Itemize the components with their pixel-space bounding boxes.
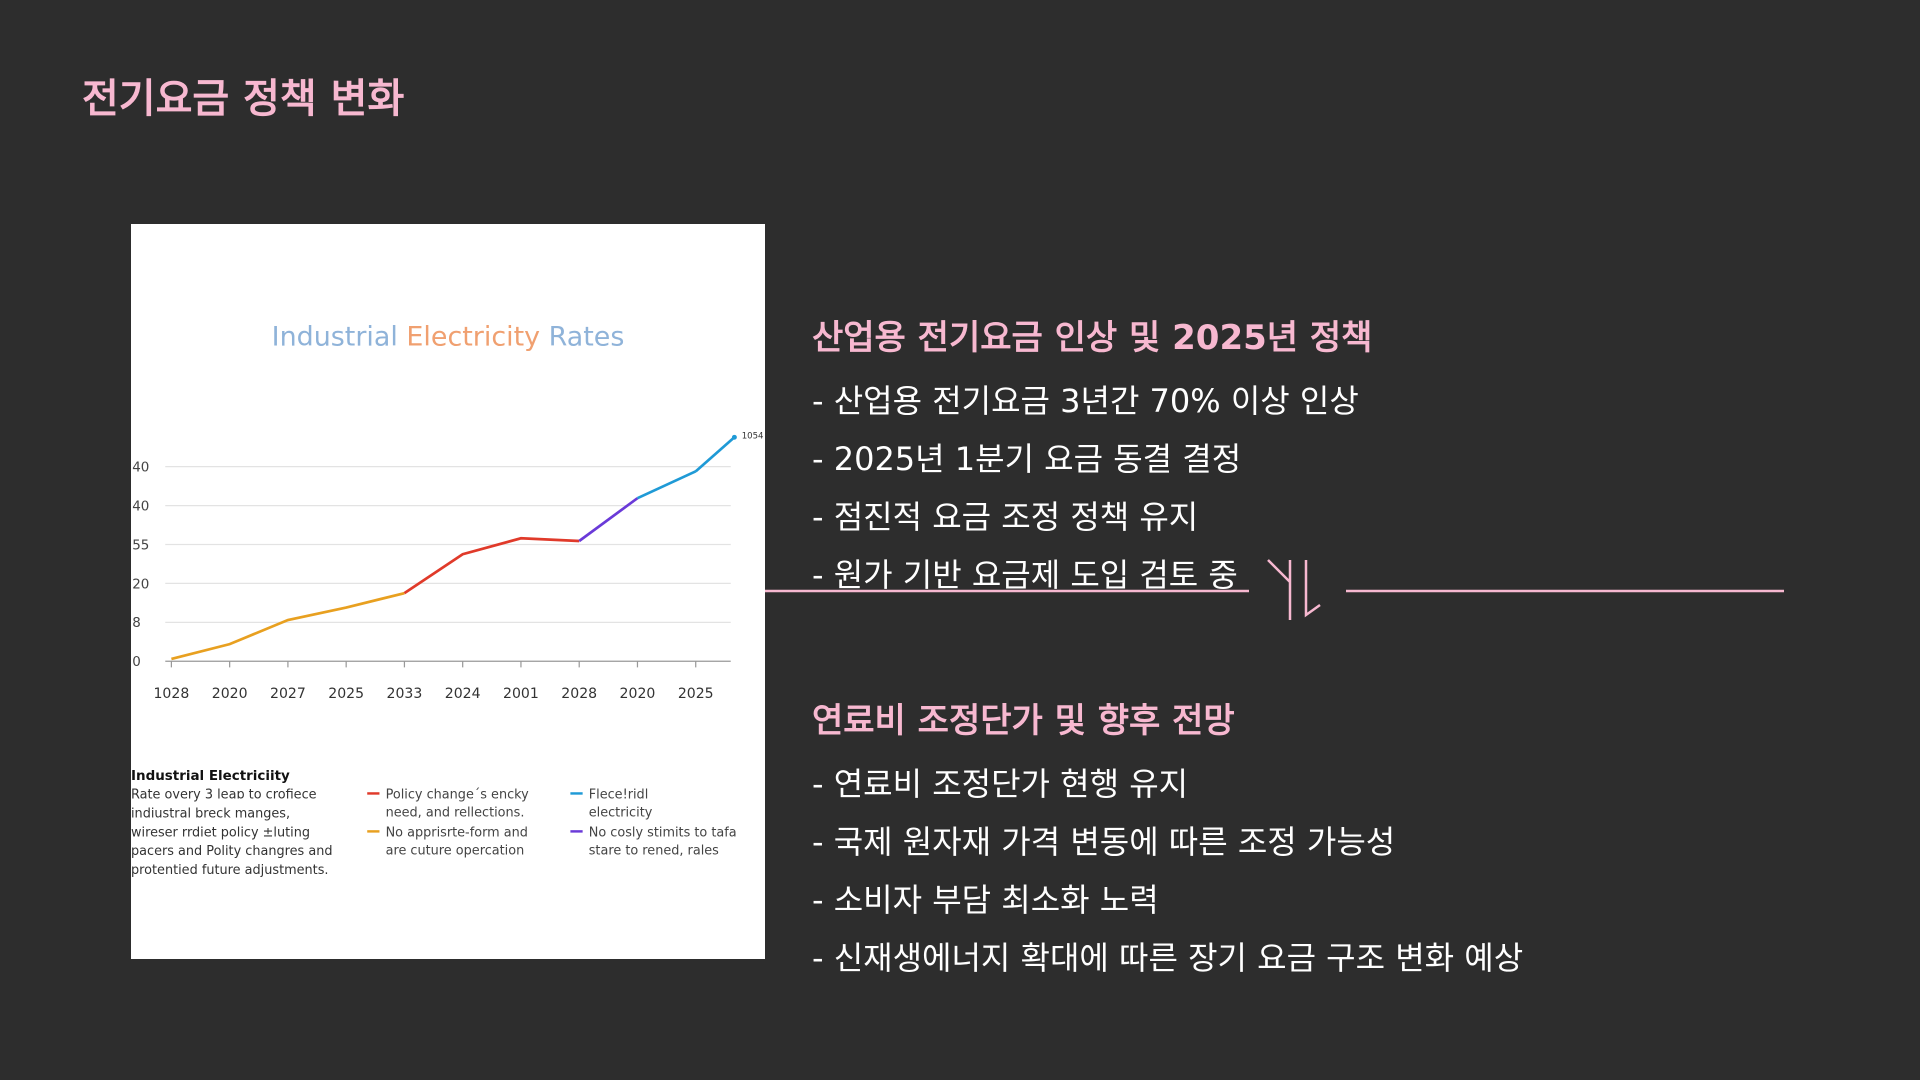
x-tick-label: 2024 [445,686,481,702]
note-line: Rate overy 3 leaɒ to crofiece [131,787,317,802]
bullet: - 원가 기반 요금제 도입 검토 중 [812,556,1238,594]
section-heading: 연료비 조정단가 및 향후 전망 [812,701,1235,741]
bullet: - 2025년 1분기 요금 동결 결정 [812,440,1242,478]
chart-title: Industrial Electricity Rates [272,321,625,352]
series-line [403,536,580,595]
note-line: protentied future adjustments. [131,863,328,878]
x-tick-label: 2001 [503,686,539,702]
slide-title: 전기요금 정책 변화 [82,76,405,122]
x-tick-label: 2025 [328,686,364,702]
y-tick-label: 8 [132,616,141,631]
chart-image: Industrial Electricity Rates 0 8 20 55 40 40 10… [131,224,765,959]
chart-title-part: Industrial [272,321,398,352]
series-line [578,497,639,543]
x-tick-label: 2027 [270,686,306,702]
note-title: Industrial Electriciity [131,769,290,784]
series-line-end [694,436,736,473]
section: 연료비 조정단가 및 향후 전망 - 연료비 조정단가 현행 유지 - 국제 원… [812,693,1523,996]
x-tick-label: 2033 [387,686,423,702]
bullet: - 연료비 조정단가 현행 유지 [812,765,1189,803]
x-tick-label: 2020 [212,686,248,702]
legend-label: Flece!ridl electricity [589,787,653,820]
bullet: - 산업용 전기요금 3년간 70% 이상 인상 [812,382,1359,420]
legend-label: Policy change´s encky need, and rellectio… [386,787,530,820]
note-line: pacers and Polity changres and [131,844,332,859]
end-point [731,434,737,440]
chart-title-part: Rates [549,321,625,352]
y-tick-label: 40 [132,499,149,514]
y-tick-label: 40 [132,461,149,476]
y-tick-label: 0 [132,655,141,670]
series-line [171,591,405,661]
x-tick-label: 2028 [561,686,597,702]
chart-title-part: Electricity [406,321,540,352]
legend-label: No apprisrte-form and are cuture opercati… [386,825,528,858]
legend-label: No cosly stimits to tafa stare to rened, … [589,825,737,858]
section: 산업용 전기요금 인상 및 2025년 정책 - 산업용 전기요금 3년간 70… [812,310,1372,613]
section-heading: 산업용 전기요금 인상 및 2025년 정책 [812,318,1373,358]
series-line [636,470,697,500]
bullet: - 신재생에너지 확대에 따른 장기 요금 구조 변화 예상 [812,939,1524,977]
note-line: indiustral breck manges, [131,806,290,821]
bullet: - 소비자 부담 최소화 노력 [812,881,1159,919]
bullet: - 점진적 요금 조정 정책 유지 [812,498,1199,536]
end-label: 1054 [742,432,764,442]
note-line: wireser rrdiet policy ±luting [131,825,310,840]
x-tick-label: 1028 [153,686,189,702]
chart: Industrial Electricity Rates 0 8 20 55 40 40 10… [131,321,764,878]
bullet: - 국제 원자재 가격 변동에 따른 조정 가능성 [812,823,1396,861]
x-tick-label: 2025 [678,686,714,702]
y-tick-label: 20 [132,577,149,592]
y-tick-label: 55 [132,538,149,553]
divider-line [765,559,1784,620]
x-tick-label: 2020 [620,686,656,702]
